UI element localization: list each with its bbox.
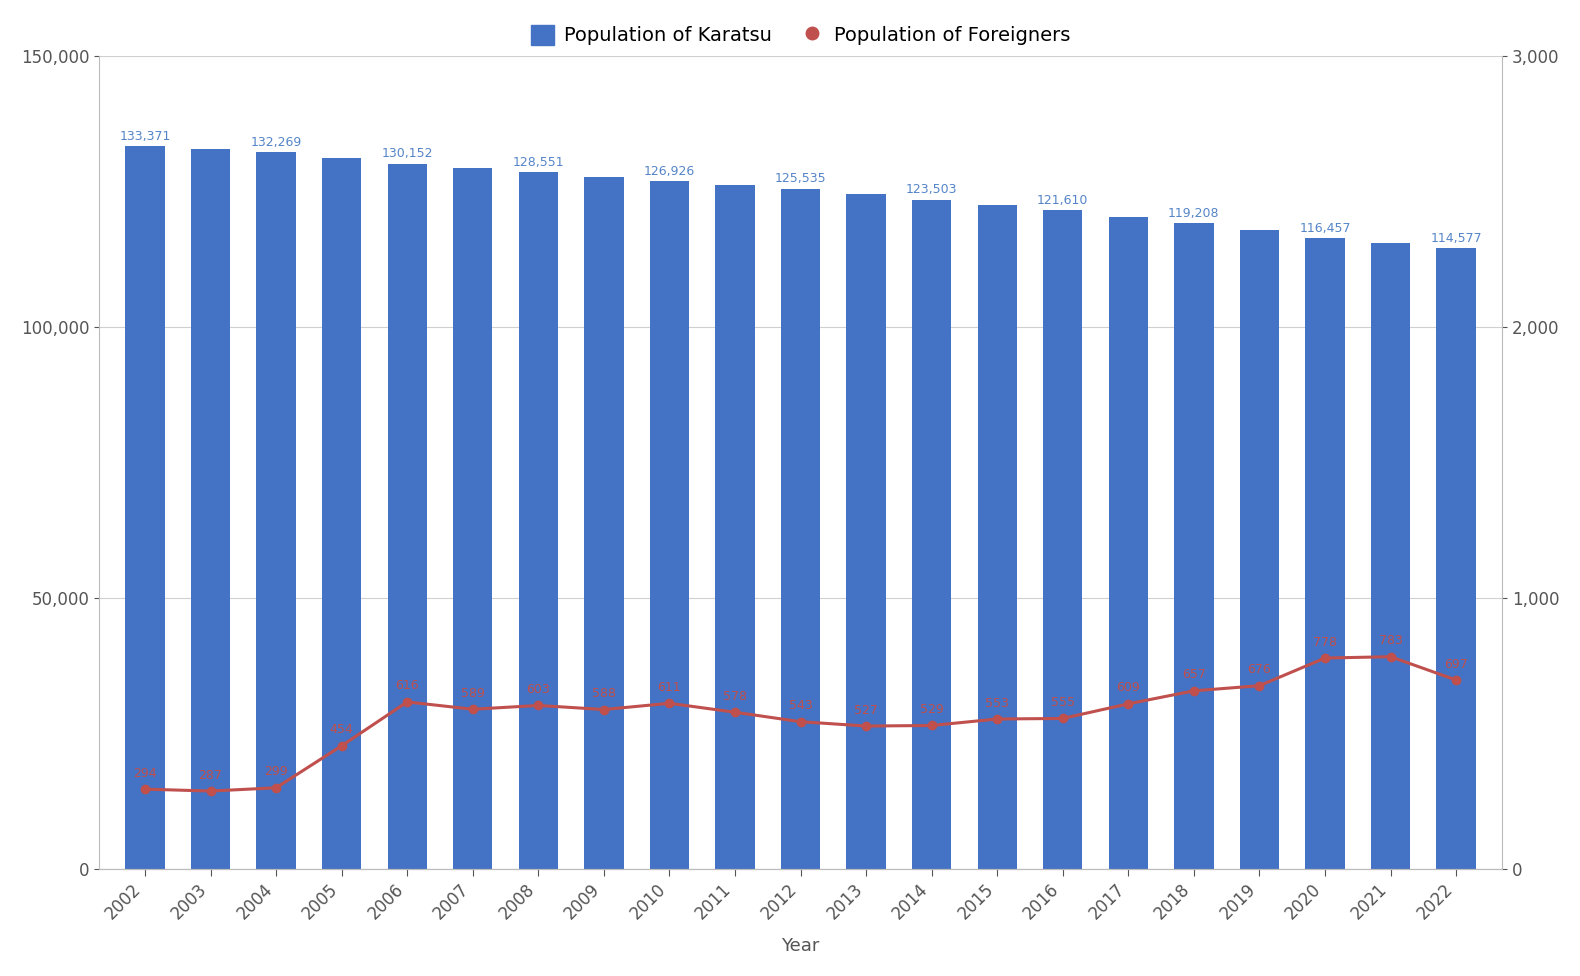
- Text: 697: 697: [1444, 658, 1468, 671]
- Text: 778: 778: [1313, 635, 1337, 649]
- Population of Foreigners: [1447, 674, 1466, 686]
- Bar: [322, 158, 362, 869]
- Population of Foreigners: [332, 740, 351, 752]
- Text: 119,208: 119,208: [1168, 207, 1220, 220]
- Line: Population of Foreigners: Population of Foreigners: [141, 653, 1460, 795]
- Bar: [1371, 243, 1411, 869]
- Text: 555: 555: [1051, 696, 1074, 709]
- Population of Foreigners: [594, 704, 613, 715]
- Legend: Population of Karatsu, Population of Foreigners: Population of Karatsu, Population of For…: [523, 18, 1078, 54]
- Population of Foreigners: [660, 698, 679, 710]
- Bar: [847, 194, 886, 869]
- Population of Foreigners: [856, 720, 875, 732]
- Population of Foreigners: [1054, 712, 1073, 724]
- Population of Foreigners: [136, 784, 155, 795]
- Text: 132,269: 132,269: [251, 136, 302, 149]
- Text: 454: 454: [330, 723, 354, 736]
- Text: 287: 287: [199, 768, 223, 782]
- X-axis label: Year: Year: [782, 937, 820, 956]
- Population of Foreigners: [1316, 652, 1335, 664]
- Text: 123,503: 123,503: [905, 183, 957, 196]
- Bar: [125, 146, 164, 869]
- Text: 543: 543: [788, 699, 812, 712]
- Bar: [585, 177, 624, 869]
- Text: 676: 676: [1248, 664, 1272, 676]
- Population of Foreigners: [1119, 698, 1138, 710]
- Population of Foreigners: [988, 713, 1006, 725]
- Text: 553: 553: [986, 697, 1010, 710]
- Bar: [1174, 223, 1213, 869]
- Bar: [191, 149, 231, 869]
- Population of Foreigners: [725, 707, 744, 718]
- Bar: [518, 173, 558, 869]
- Bar: [1109, 217, 1149, 869]
- Text: 527: 527: [855, 704, 878, 716]
- Bar: [978, 205, 1018, 869]
- Population of Foreigners: [201, 785, 220, 796]
- Text: 128,551: 128,551: [512, 156, 564, 169]
- Text: 294: 294: [133, 767, 156, 780]
- Text: 299: 299: [264, 765, 288, 778]
- Bar: [781, 188, 820, 869]
- Population of Foreigners: [529, 700, 548, 712]
- Text: 133,371: 133,371: [118, 130, 171, 143]
- Population of Foreigners: [792, 715, 811, 727]
- Population of Foreigners: [1250, 680, 1269, 692]
- Text: 657: 657: [1182, 669, 1206, 681]
- Text: 783: 783: [1379, 634, 1403, 647]
- Text: 616: 616: [395, 679, 419, 692]
- Text: 130,152: 130,152: [381, 147, 433, 160]
- Text: 114,577: 114,577: [1430, 232, 1482, 245]
- Text: 126,926: 126,926: [643, 165, 695, 178]
- Bar: [649, 182, 689, 869]
- Text: 589: 589: [461, 687, 485, 700]
- Population of Foreigners: [923, 719, 942, 731]
- Population of Foreigners: [463, 704, 482, 715]
- Population of Foreigners: [398, 696, 417, 708]
- Population of Foreigners: [267, 782, 286, 793]
- Bar: [387, 164, 427, 869]
- Bar: [716, 185, 755, 869]
- Text: 611: 611: [657, 681, 681, 694]
- Text: 609: 609: [1117, 681, 1141, 694]
- Text: 125,535: 125,535: [774, 173, 826, 185]
- Bar: [1436, 248, 1476, 869]
- Text: 121,610: 121,610: [1036, 194, 1089, 207]
- Bar: [1240, 230, 1280, 869]
- Bar: [912, 200, 951, 869]
- Bar: [1043, 210, 1082, 869]
- Text: 578: 578: [724, 690, 747, 703]
- Text: 529: 529: [920, 703, 943, 716]
- Text: 588: 588: [592, 687, 616, 700]
- Bar: [256, 152, 295, 869]
- Bar: [453, 168, 493, 869]
- Text: 603: 603: [526, 683, 550, 696]
- Population of Foreigners: [1381, 651, 1400, 663]
- Bar: [1305, 238, 1345, 869]
- Text: 116,457: 116,457: [1299, 222, 1351, 234]
- Population of Foreigners: [1185, 685, 1204, 697]
